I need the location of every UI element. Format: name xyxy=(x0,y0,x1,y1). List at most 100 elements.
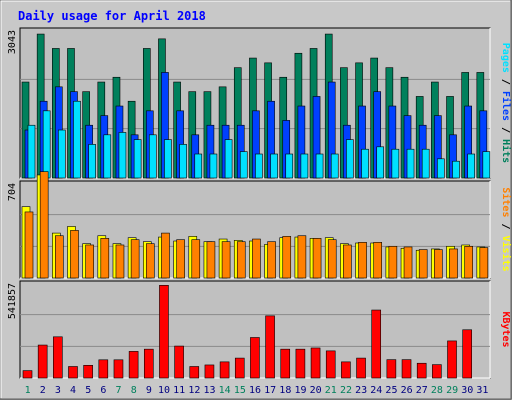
bar-kbytes xyxy=(401,359,412,379)
bar-pages xyxy=(437,158,445,179)
bar-pages xyxy=(467,153,475,179)
bar-sites xyxy=(236,241,246,279)
day-label: 25 xyxy=(385,385,397,396)
bar-pages xyxy=(376,146,385,179)
bar-kbytes xyxy=(325,350,336,379)
bar-sites xyxy=(403,246,413,279)
bar-pages xyxy=(285,153,294,179)
bar-kbytes xyxy=(250,337,260,379)
bar-sites xyxy=(161,232,170,279)
bar-sites xyxy=(418,249,428,279)
bar-sites xyxy=(176,239,185,279)
bar-pages xyxy=(315,153,324,179)
bar-sites xyxy=(145,243,155,279)
bar-kbytes xyxy=(37,344,48,379)
bar-pages xyxy=(103,134,112,179)
bar-pages xyxy=(330,153,339,179)
bar-sites xyxy=(100,238,110,279)
legend-entry-kbytes: KBytes xyxy=(500,311,511,347)
bar-pages xyxy=(27,124,36,179)
day-label: 22 xyxy=(340,385,352,396)
bar-kbytes xyxy=(295,348,306,379)
day-label: 26 xyxy=(401,385,413,396)
legend-entry-sites: Sites xyxy=(500,187,512,217)
bar-pages xyxy=(224,139,233,179)
bar-kbytes xyxy=(128,351,139,379)
bar-sites xyxy=(252,238,261,279)
bar-kbytes xyxy=(22,370,33,379)
day-label: 21 xyxy=(325,385,337,396)
panel-3: 541857 KBytes xyxy=(7,280,511,379)
bar-sites xyxy=(373,242,383,279)
day-label: 15 xyxy=(234,385,246,396)
bar-sites xyxy=(24,211,34,279)
day-label: 5 xyxy=(85,385,91,396)
bar-sites xyxy=(312,238,322,279)
day-label: 1 xyxy=(25,385,31,396)
bar-kbytes xyxy=(371,309,382,379)
panel-legend: Pages / Files / Hits xyxy=(500,43,512,163)
bar-pages xyxy=(255,153,263,179)
bar-sites xyxy=(479,247,489,279)
bar-kbytes xyxy=(113,359,124,379)
day-label: 24 xyxy=(370,385,382,396)
panel-max-label: 704 xyxy=(7,183,18,201)
bar-kbytes xyxy=(234,357,245,379)
bar-pages xyxy=(194,153,203,179)
bar-sites xyxy=(55,235,64,279)
day-label: 3 xyxy=(55,385,61,396)
panel-2: 704 Sites / Visits xyxy=(7,171,512,279)
day-label: 29 xyxy=(446,385,458,396)
bar-pages xyxy=(133,139,142,179)
bar-kbytes xyxy=(189,366,200,379)
day-label: 28 xyxy=(431,385,443,396)
bar-sites xyxy=(434,249,443,279)
bar-pages xyxy=(406,148,415,179)
bar-pages xyxy=(391,148,400,179)
bar-sites xyxy=(358,242,367,279)
bar-kbytes xyxy=(341,361,351,379)
day-label: 2 xyxy=(40,385,46,396)
bar-sites xyxy=(327,239,337,279)
bar-pages xyxy=(482,151,491,179)
bar-sites xyxy=(85,244,94,279)
day-label: 19 xyxy=(294,385,306,396)
bar-pages xyxy=(88,144,96,179)
bar-sites xyxy=(297,235,307,279)
bar-kbytes xyxy=(416,362,427,379)
bar-sites xyxy=(282,236,292,279)
bar-pages xyxy=(209,153,218,179)
bar-pages xyxy=(73,100,81,179)
bar-sites xyxy=(191,239,201,279)
day-label: 13 xyxy=(203,385,215,396)
bar-kbytes xyxy=(310,347,321,379)
bar-pages xyxy=(148,134,157,179)
bar-pages xyxy=(239,151,248,179)
chart-title: Daily usage for April 2018 xyxy=(18,9,206,23)
bar-sites xyxy=(39,171,49,279)
bar-sites xyxy=(388,245,398,279)
bar-sites xyxy=(221,241,231,279)
panel-max-label: 3043 xyxy=(7,30,18,54)
bar-kbytes xyxy=(174,345,184,379)
day-label: 18 xyxy=(279,385,291,396)
bar-kbytes xyxy=(68,366,78,379)
bar-kbytes xyxy=(53,336,63,379)
bar-sites xyxy=(343,244,352,279)
day-label: 14 xyxy=(219,385,231,396)
bar-pages xyxy=(42,110,51,179)
bar-kbytes xyxy=(265,315,275,379)
day-label: 7 xyxy=(116,385,122,396)
legend-separator: / xyxy=(500,73,511,91)
day-label: 20 xyxy=(310,385,322,396)
legend-separator: / xyxy=(500,217,511,235)
bar-kbytes xyxy=(98,359,109,379)
panel-legend: KBytes xyxy=(500,311,511,347)
bar-sites xyxy=(206,241,216,279)
bar-sites xyxy=(464,245,473,279)
bar-kbytes xyxy=(356,357,366,379)
bar-pages xyxy=(300,153,309,179)
day-label: 27 xyxy=(416,385,428,396)
day-label: 31 xyxy=(476,385,488,396)
bar-kbytes xyxy=(204,364,215,379)
